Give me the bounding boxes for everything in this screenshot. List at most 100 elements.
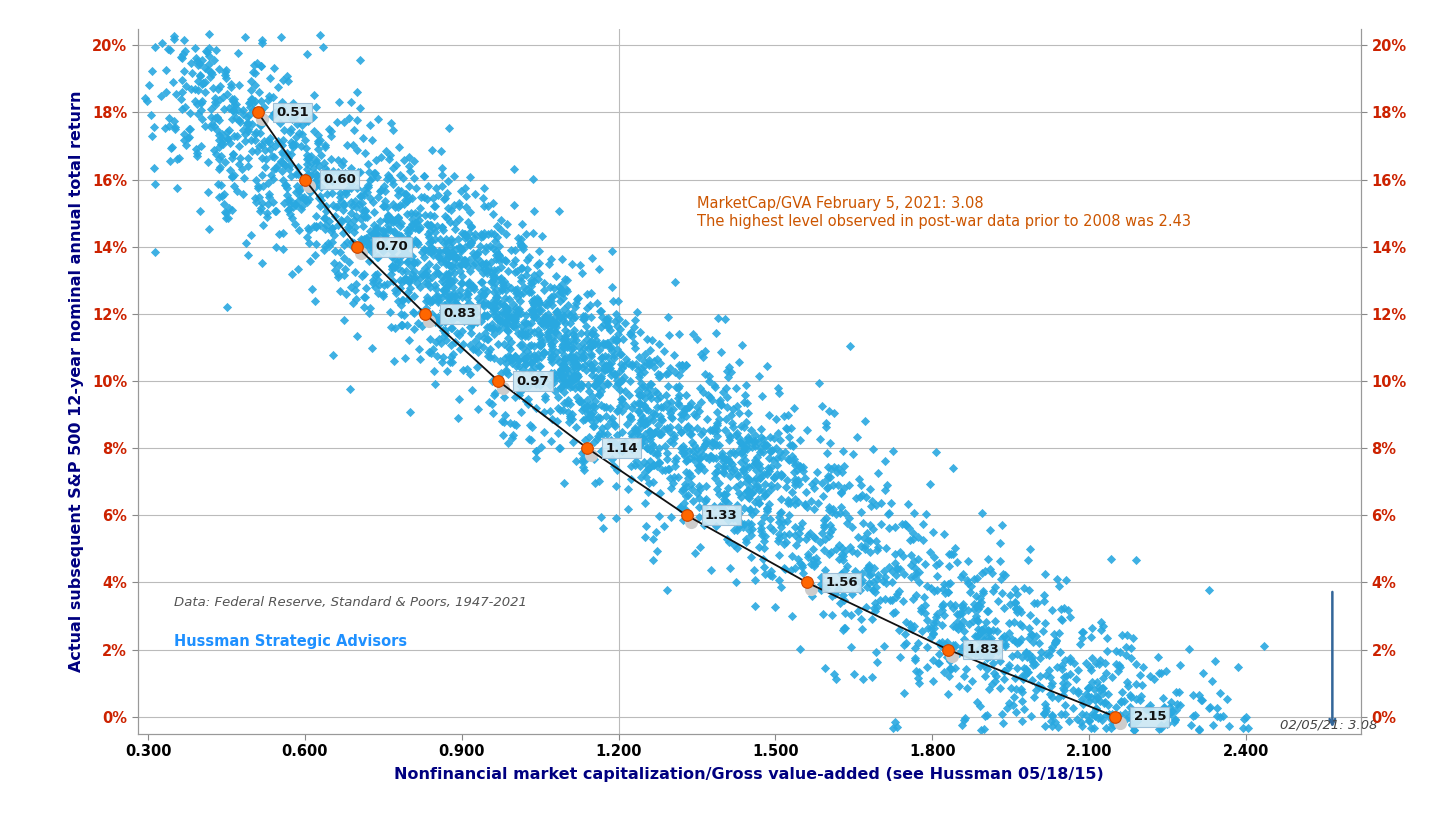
Point	[605, 342, 628, 355]
Point	[207, 163, 230, 176]
Point	[321, 199, 345, 212]
Point	[220, 93, 243, 106]
Point	[432, 350, 455, 363]
Point	[738, 481, 762, 494]
Point	[174, 101, 197, 114]
Point	[523, 360, 546, 373]
Point	[484, 244, 507, 258]
Point	[442, 347, 465, 360]
Point	[287, 161, 310, 174]
Point	[523, 274, 546, 287]
Point	[424, 290, 447, 303]
Point	[762, 524, 785, 537]
Point	[308, 189, 332, 202]
Point	[345, 86, 368, 99]
Point	[754, 438, 778, 452]
Point	[566, 292, 589, 305]
Point	[459, 205, 482, 218]
Point	[153, 63, 177, 76]
Point	[1070, 692, 1093, 705]
Point	[391, 264, 414, 277]
Point	[1160, 707, 1183, 720]
Point	[489, 367, 513, 380]
Point	[1092, 686, 1115, 699]
Point	[830, 568, 853, 581]
Point	[450, 270, 473, 283]
Point	[546, 372, 569, 385]
Point	[434, 333, 458, 346]
Point	[950, 619, 973, 632]
Point	[484, 276, 507, 289]
Point	[479, 275, 502, 289]
Point	[530, 230, 553, 243]
Point	[489, 224, 513, 237]
Point	[489, 261, 513, 274]
Point	[418, 296, 442, 309]
Point	[404, 207, 427, 220]
Point	[969, 599, 992, 612]
Point	[207, 113, 230, 126]
Point	[487, 247, 510, 260]
Point	[553, 324, 576, 337]
Point	[714, 312, 737, 325]
Point	[736, 430, 759, 443]
Point	[279, 135, 303, 148]
Point	[592, 521, 615, 534]
Point	[336, 212, 359, 225]
Point	[630, 362, 653, 375]
Point	[582, 435, 605, 448]
Point	[656, 463, 679, 476]
Point	[437, 290, 460, 303]
Point	[539, 281, 562, 294]
Point	[515, 345, 539, 358]
Point	[469, 230, 492, 243]
Point	[637, 357, 660, 370]
Point	[1115, 629, 1138, 642]
Point	[595, 363, 618, 376]
Point	[413, 242, 436, 255]
Point	[552, 358, 575, 371]
Point	[323, 209, 346, 222]
Point	[439, 350, 462, 363]
Point	[665, 452, 688, 465]
Point	[1131, 678, 1154, 691]
Point	[392, 153, 416, 166]
Point	[717, 496, 740, 509]
Point	[675, 402, 698, 415]
Point	[382, 224, 405, 237]
Point	[1064, 672, 1087, 685]
Point	[947, 608, 970, 621]
Point	[542, 331, 565, 344]
Point	[314, 162, 337, 175]
Point	[279, 170, 303, 183]
Point	[188, 69, 211, 82]
Point	[513, 381, 536, 394]
Point	[387, 294, 410, 307]
Point	[801, 543, 824, 556]
Point	[919, 622, 943, 635]
Point	[1009, 632, 1032, 645]
Point	[321, 348, 345, 361]
Point	[562, 311, 585, 324]
Point	[591, 379, 614, 392]
Point	[378, 148, 401, 161]
Point	[345, 182, 368, 195]
Point	[569, 327, 592, 340]
Point	[206, 82, 229, 95]
Point	[374, 231, 397, 244]
Point	[792, 460, 815, 474]
Point	[203, 96, 226, 109]
Point	[656, 367, 679, 380]
Point	[1087, 658, 1111, 671]
Point	[1041, 708, 1064, 721]
Point	[417, 346, 440, 359]
Point	[552, 373, 575, 386]
Point	[802, 559, 825, 572]
Point	[271, 102, 294, 115]
Point	[562, 370, 585, 383]
Point	[956, 604, 979, 617]
Point	[799, 557, 822, 570]
Point	[705, 424, 728, 437]
Point	[485, 263, 508, 276]
Point	[581, 324, 604, 337]
